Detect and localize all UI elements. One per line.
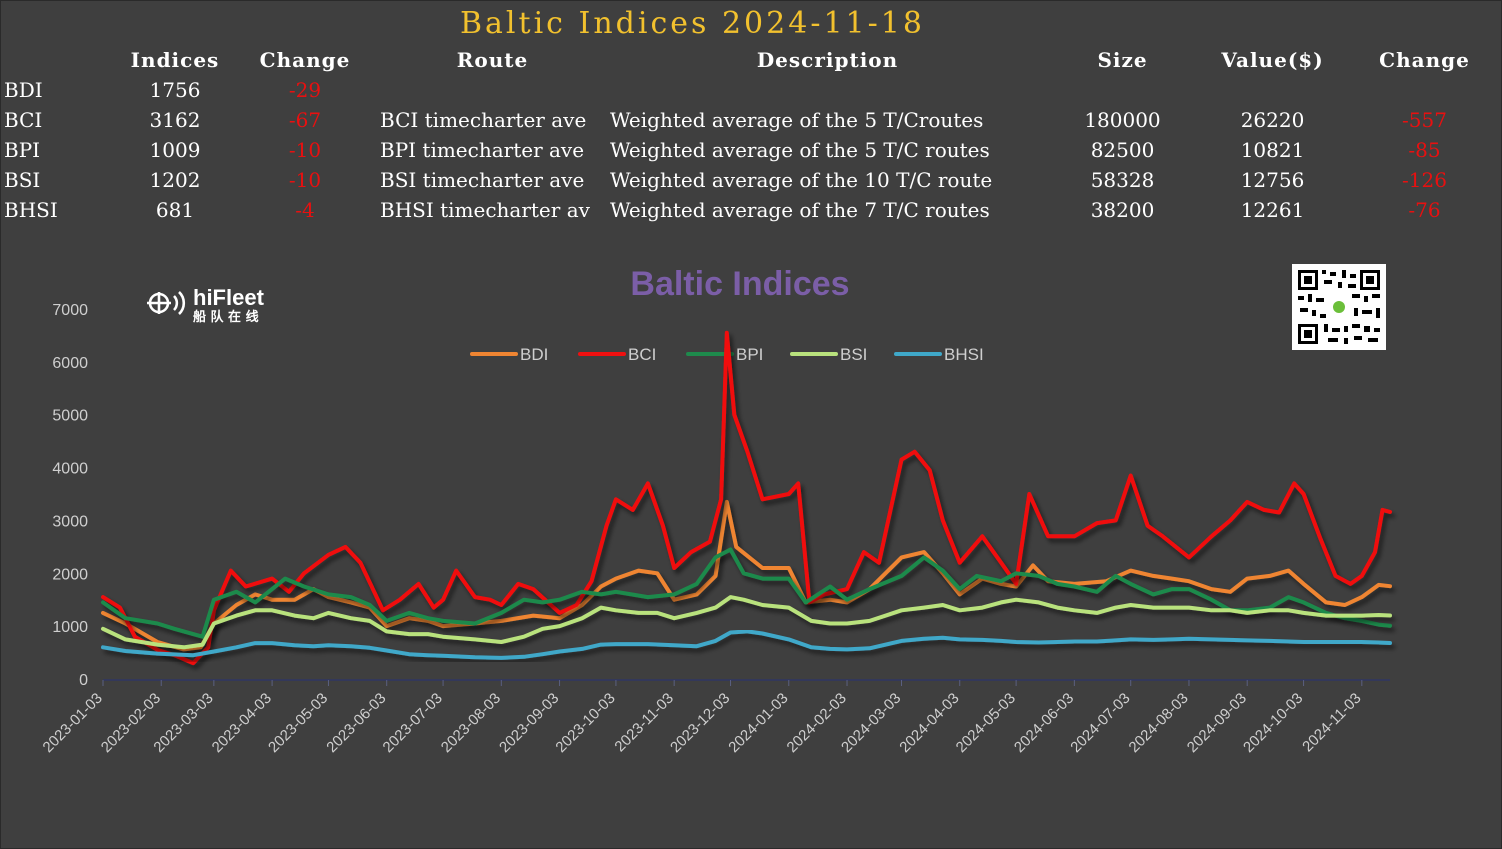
row-value: 10821 (1240, 138, 1305, 162)
x-tick-label: 2023-08-03 (438, 690, 504, 756)
row-value: 26220 (1240, 108, 1305, 132)
row-index: 1202 (149, 168, 201, 192)
row-size: 38200 (1090, 198, 1155, 222)
row-name: BDI (4, 78, 43, 102)
x-tick-label: 2023-04-03 (209, 690, 275, 756)
col-header-size: Size (1097, 48, 1148, 72)
y-tick-label: 1000 (52, 619, 88, 636)
x-tick-label: 2024-07-03 (1067, 690, 1133, 756)
hifleet-mark-icon (147, 291, 186, 315)
x-tick-label: 2023-05-03 (265, 690, 331, 756)
y-tick-label: 0 (79, 672, 88, 689)
x-tick-label: 2024-10-03 (1240, 690, 1306, 756)
y-tick-label: 5000 (52, 408, 88, 425)
x-tick-label: 2024-05-03 (953, 690, 1019, 756)
row-value: 12756 (1240, 168, 1305, 192)
row-size: 58328 (1090, 168, 1155, 192)
row-description: Weighted average of the 10 T/C route (610, 168, 993, 192)
logo-subtitle: 船 队 在 线 (193, 309, 259, 323)
col-header-indices: Indices (130, 48, 220, 72)
x-tick-label: 2024-06-03 (1011, 690, 1077, 756)
row-name: BCI (4, 108, 43, 132)
row-size: 180000 (1084, 108, 1161, 132)
row-change: -4 (295, 198, 315, 222)
legend-label-bhsi: BHSI (944, 345, 984, 364)
x-tick-label: 2024-04-03 (896, 690, 962, 756)
series-line-bhsi (101, 629, 1392, 660)
y-tick-label: 3000 (52, 513, 88, 530)
row-value: 12261 (1240, 198, 1305, 222)
row-description: Weighted average of the 7 T/C routes (610, 198, 990, 222)
x-tick-label: 2023-07-03 (380, 690, 446, 756)
x-tick-label: 2023-01-03 (40, 690, 106, 756)
y-tick-label: 4000 (52, 461, 88, 478)
row-size: 82500 (1090, 138, 1155, 162)
x-tick-label: 2024-08-03 (1126, 690, 1192, 756)
row-route: BPI timecharter ave (380, 138, 585, 162)
row-index: 681 (155, 198, 195, 222)
x-tick-label: 2023-09-03 (496, 690, 562, 756)
row-description: Weighted average of the 5 T/C routes (610, 138, 990, 162)
x-tick-label: 2024-01-03 (725, 690, 791, 756)
legend-label-bsi: BSI (840, 345, 867, 364)
x-axis: 2023-01-032023-02-032023-03-032023-04-03… (40, 679, 1390, 756)
row-value-change: -76 (1408, 198, 1441, 222)
col-header-change: Change (259, 48, 351, 72)
x-tick-label: 2023-10-03 (552, 690, 618, 756)
col-header-value: Value($) (1221, 48, 1324, 72)
x-tick-label: 2023-12-03 (667, 690, 733, 756)
series-line-bpi (101, 547, 1392, 639)
hifleet-logo: hiFleet 船 队 在 线 (147, 285, 265, 323)
series-line-bci (101, 330, 1392, 666)
row-index: 1009 (149, 138, 201, 162)
legend-label-bpi: BPI (736, 345, 763, 364)
row-change: -10 (288, 138, 322, 162)
x-tick-label: 2024-11-03 (1299, 690, 1364, 755)
col-header-route: Route (456, 48, 529, 72)
row-name: BHSI (4, 198, 58, 222)
row-name: BPI (4, 138, 41, 162)
y-tick-label: 2000 (52, 566, 88, 583)
row-name: BSI (4, 168, 41, 192)
x-tick-label: 2024-03-03 (838, 690, 904, 756)
y-axis: 0 1000 2000 3000 4000 5000 6000 7000 (52, 302, 88, 689)
y-tick-label: 6000 (52, 355, 88, 372)
x-tick-label: 2023-06-03 (323, 690, 389, 756)
legend-label-bci: BCI (628, 345, 656, 364)
chart-title: Baltic Indices (630, 265, 849, 303)
row-index: 1756 (149, 78, 201, 102)
x-tick-label: 2024-09-03 (1184, 690, 1250, 756)
legend-label-bdi: BDI (520, 345, 548, 364)
col-header-value-change: Change (1379, 48, 1470, 72)
row-change: -29 (288, 78, 322, 102)
chart-series (101, 330, 1392, 666)
col-header-description: Description (756, 48, 899, 72)
row-description: Weighted average of the 5 T/Croutes (610, 108, 984, 132)
row-change: -67 (288, 108, 322, 132)
row-route: BHSI timecharter av (380, 198, 590, 222)
row-index: 3162 (149, 108, 201, 132)
chart-legend: BDI BCI BPI BSI BHSI (470, 345, 984, 364)
row-value-change: -557 (1402, 108, 1447, 132)
logo-brand: hiFleet (193, 285, 265, 310)
row-route: BCI timecharter ave (380, 108, 587, 132)
row-route: BSI timecharter ave (380, 168, 585, 192)
series-line-bsi (101, 595, 1392, 650)
baltic-indices-chart: Baltic Indices BDI BCI BPI BSI BHSI 0 1000 200… (40, 265, 1392, 756)
row-value-change: -85 (1408, 138, 1441, 162)
row-change: -10 (288, 168, 322, 192)
row-value-change: -126 (1402, 168, 1447, 192)
y-tick-label: 7000 (52, 302, 88, 319)
qr-code-icon (1292, 264, 1386, 350)
page-title: Baltic Indices 2024-11-18 (460, 6, 925, 41)
